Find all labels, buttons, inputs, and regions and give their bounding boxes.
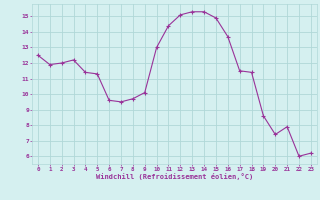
X-axis label: Windchill (Refroidissement éolien,°C): Windchill (Refroidissement éolien,°C) [96,173,253,180]
